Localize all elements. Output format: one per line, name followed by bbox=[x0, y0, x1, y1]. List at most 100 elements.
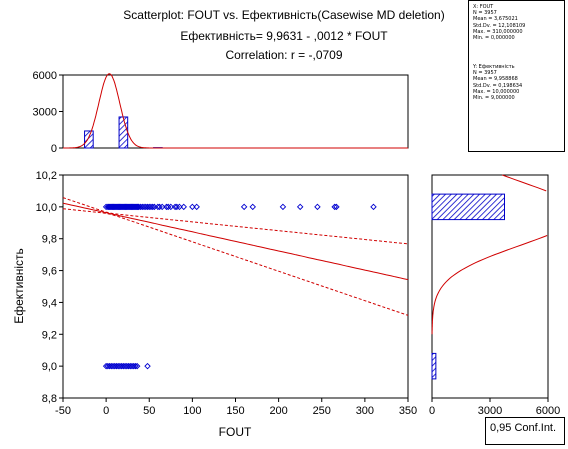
y-tick-label: 10,0 bbox=[36, 202, 57, 214]
x-tick-label: 300 bbox=[356, 405, 374, 417]
data-point bbox=[130, 362, 137, 370]
legend-y-line: Std.Dv. = 0,198634 bbox=[473, 82, 523, 89]
data-point bbox=[109, 362, 117, 370]
confidence-interval-label: 0,95 Conf.Int. bbox=[485, 417, 565, 445]
top-y-tick-label: 6000 bbox=[33, 70, 57, 82]
right-histogram-curve-bottom bbox=[431, 235, 548, 335]
data-point bbox=[121, 362, 129, 370]
data-point bbox=[118, 362, 125, 370]
data-point bbox=[106, 362, 113, 370]
top-histogram-bar bbox=[118, 116, 129, 149]
data-point bbox=[173, 203, 181, 211]
data-point bbox=[249, 203, 256, 211]
data-point bbox=[111, 362, 118, 370]
x-axis-label: FOUT bbox=[219, 425, 252, 439]
confidence-band-lower bbox=[62, 208, 409, 316]
y-axis-label: Ефективність bbox=[12, 248, 26, 324]
data-point bbox=[333, 203, 340, 211]
legend-y-stats: Y: Ефективність N = 3957 Mean = 9,958868… bbox=[473, 64, 522, 101]
data-point bbox=[120, 362, 127, 370]
data-point bbox=[154, 203, 162, 211]
top-y-tick-label: 0 bbox=[51, 143, 57, 155]
data-point bbox=[125, 362, 132, 370]
legend-x-line: Std.Dv. = 12,108109 bbox=[473, 22, 526, 29]
right-histogram-bar bbox=[431, 352, 437, 380]
y-tick-label: 9,2 bbox=[42, 329, 57, 341]
regression-line bbox=[62, 202, 409, 281]
right-histogram-x-axis: 0 3000 6000 bbox=[429, 398, 560, 417]
confidence-band-upper bbox=[62, 197, 409, 245]
x-tick-label: 250 bbox=[313, 405, 331, 417]
right-x-tick-label: 0 bbox=[429, 405, 435, 417]
data-point bbox=[171, 203, 179, 211]
data-point bbox=[123, 362, 131, 370]
data-point bbox=[133, 362, 141, 370]
x-tick-label: 0 bbox=[103, 405, 109, 417]
x-tick-label: 200 bbox=[269, 405, 287, 417]
right-x-tick-label: 3000 bbox=[478, 405, 502, 417]
data-point bbox=[189, 203, 196, 211]
y-tick-label: 10,2 bbox=[36, 170, 57, 182]
data-point bbox=[156, 203, 163, 211]
top-histogram-y-axis: 0 3000 6000 bbox=[33, 70, 63, 155]
data-point bbox=[104, 362, 112, 370]
data-point bbox=[142, 203, 150, 211]
data-point bbox=[108, 362, 115, 370]
y-tick-label: 9,6 bbox=[42, 266, 57, 278]
data-point bbox=[167, 203, 175, 211]
right-histogram-bar bbox=[431, 193, 505, 221]
right-histogram-bars bbox=[431, 193, 505, 380]
scatter-points bbox=[102, 203, 377, 370]
legend-y-line: Mean = 9,958868 bbox=[473, 76, 518, 83]
data-point bbox=[140, 203, 148, 211]
x-tick-label: -50 bbox=[55, 405, 71, 417]
top-y-tick-label: 3000 bbox=[33, 107, 57, 119]
data-point bbox=[133, 203, 140, 211]
correlation-label: Correlation: r = -,0709 bbox=[225, 48, 343, 62]
y-tick-label: 9,4 bbox=[42, 297, 57, 309]
data-point bbox=[180, 203, 187, 211]
y-tick-label: 9,0 bbox=[42, 361, 57, 373]
data-point bbox=[164, 203, 172, 211]
legend-x-line: Min. = 0,000000 bbox=[473, 35, 515, 42]
data-point bbox=[134, 203, 142, 211]
y-tick-label: 8,8 bbox=[42, 393, 57, 405]
legend-x-line: N = 3957 bbox=[473, 10, 497, 17]
data-point bbox=[144, 203, 151, 211]
right-histogram-curve-top bbox=[502, 174, 547, 192]
statistics-legend: X: FOUT N = 3957 Mean = 3,675021 Std.Dv.… bbox=[468, 0, 565, 152]
legend-x-stats: X: FOUT N = 3957 Mean = 3,675021 Std.Dv.… bbox=[473, 4, 525, 41]
legend-y-line: Min. = 9,000000 bbox=[473, 95, 515, 102]
top-histogram-bar bbox=[84, 130, 94, 149]
data-point bbox=[132, 362, 139, 370]
data-point bbox=[163, 203, 170, 211]
data-point bbox=[149, 203, 156, 211]
top-histogram-frame bbox=[62, 74, 409, 149]
data-point bbox=[102, 362, 110, 370]
y-tick-label: 9,8 bbox=[42, 234, 57, 246]
data-point bbox=[296, 203, 304, 211]
data-point bbox=[240, 203, 248, 211]
data-point bbox=[116, 362, 124, 370]
legend-x-line: Max. = 310,000000 bbox=[473, 28, 523, 35]
data-point bbox=[176, 203, 183, 211]
x-tick-label: 350 bbox=[399, 405, 417, 417]
data-point bbox=[314, 203, 321, 211]
data-point bbox=[370, 203, 377, 211]
x-tick-label: 150 bbox=[226, 405, 244, 417]
top-histogram-normal-curve bbox=[63, 73, 408, 149]
x-tick-label: 50 bbox=[143, 405, 155, 417]
data-point bbox=[279, 203, 287, 211]
legend-y-line: Max. = 10,000000 bbox=[473, 88, 520, 95]
chart-title: Scatterplot: FOUT vs. Ефективність(Casew… bbox=[123, 8, 445, 22]
legend-y-line: N = 3957 bbox=[473, 70, 497, 77]
data-point bbox=[193, 203, 200, 211]
top-histogram-bars bbox=[84, 116, 163, 149]
main-axes: -50 0 50 100 150 200 250 300 350 8,8 9,0 9,2 9,4 9,6 9… bbox=[36, 170, 418, 417]
legend-y-line: Y: Ефективність bbox=[473, 64, 515, 70]
data-point bbox=[158, 203, 166, 211]
data-point bbox=[146, 203, 153, 211]
data-point bbox=[151, 203, 158, 211]
regression-equation: Ефективність= 9,9631 - ,0012 * FOUT bbox=[180, 29, 388, 43]
